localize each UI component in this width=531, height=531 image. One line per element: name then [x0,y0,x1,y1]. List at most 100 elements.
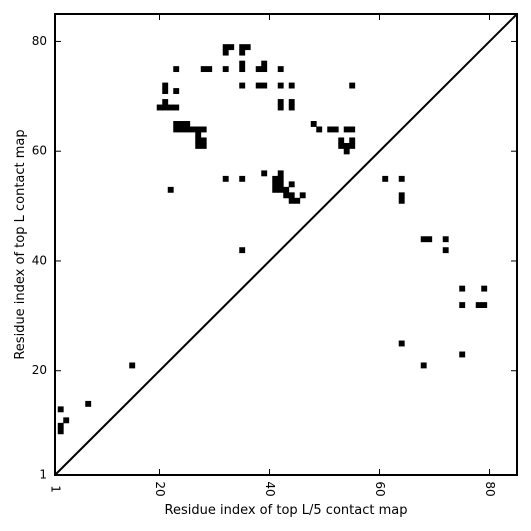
contact-cell [173,104,180,111]
x-axis-label: Residue index of top L/5 contact map [165,503,408,518]
contact-cell [239,82,246,89]
contact-cell [327,126,334,133]
contact-cell [261,66,268,73]
contact-cell [200,137,207,144]
contact-cell [283,186,290,193]
contact-cell [200,66,207,73]
contact-cell [442,236,449,243]
x-tick-label: 80 [483,481,497,496]
contact-cell [162,104,169,111]
contact-cell [277,170,284,177]
contact-cell [277,82,284,89]
y-tick-label: 20 [32,363,47,377]
y-axis-label: Residue index of top L contact map [13,129,28,359]
contact-cell [184,126,191,133]
contact-cell [200,142,207,149]
contact-cell [195,131,202,138]
contact-cell [261,60,268,67]
contact-cell [173,66,180,73]
contact-cell [459,302,466,309]
contact-cell [228,44,235,51]
y-tick-label: 60 [32,144,47,158]
contact-cell [222,175,229,182]
y-tick-label: 1 [39,468,47,482]
contact-cell [277,66,284,73]
contact-cell [239,247,246,254]
contact-cell [178,121,185,127]
x-tick-label: 40 [263,481,277,496]
contact-cell [200,126,207,133]
contact-cell [244,44,251,51]
contact-cell [261,82,268,89]
contact-cell [338,137,345,144]
axis-ticks: 1 20 40 60 80 1 20 40 60 80 [32,14,517,497]
contact-cell [475,302,482,309]
contact-cell [85,400,92,407]
contact-cell [288,197,295,204]
contact-cell [57,406,64,413]
contact-cell [426,236,433,243]
contact-cell [189,126,196,133]
contact-cells [57,44,488,435]
contact-cell [398,192,405,199]
contact-cell [398,340,405,347]
contact-cell [349,82,356,89]
contact-cell [156,104,163,111]
contact-cell [420,236,427,243]
contact-cell [310,121,317,127]
contact-cell [398,197,405,204]
contact-cell [195,142,202,149]
contact-cell [332,126,339,133]
contact-cell [239,44,246,51]
contact-cell [222,66,229,73]
contact-cell [288,104,295,111]
contact-cell [442,247,449,254]
contact-cell [167,104,174,111]
contact-cell [349,126,356,133]
diagonal-line [54,13,518,476]
contact-cell [261,170,268,177]
contact-cell [349,142,356,149]
contact-cell [459,351,466,358]
contact-cell [338,142,345,149]
contact-cell [277,99,284,105]
contact-cell [195,126,202,133]
contact-cell [294,197,301,204]
contact-cell [239,60,246,67]
contact-cell [481,302,488,309]
contact-cell [349,137,356,144]
contact-cell [272,186,279,193]
contact-cell [206,66,213,73]
contact-cell [343,126,350,133]
contact-cell [167,186,174,193]
contact-cell [420,362,427,369]
contact-cell [162,88,169,94]
contact-cell [277,104,284,111]
contact-cell [162,99,169,105]
contact-cell [398,175,405,182]
contact-cell [173,88,180,94]
contact-cell [288,99,295,105]
plot-frame [54,13,518,476]
contact-cell [239,66,246,73]
x-tick-label: 1 [49,485,63,493]
contact-cell [239,175,246,182]
contact-cell [299,192,306,199]
contact-cell [382,175,389,182]
contact-cell [162,82,169,89]
contact-cell [283,192,290,199]
contact-cell [277,186,284,193]
contact-cell [343,142,350,149]
contact-cell [129,362,136,369]
contact-cell [343,148,350,155]
contact-cell [173,126,180,133]
contact-cell [277,175,284,182]
contact-cell [255,66,262,73]
contact-cell [222,44,229,51]
contact-cell [63,417,70,424]
contact-cell [57,422,64,429]
contact-cell [222,49,229,56]
contact-cell [272,181,279,188]
y-tick-label: 80 [32,34,47,48]
